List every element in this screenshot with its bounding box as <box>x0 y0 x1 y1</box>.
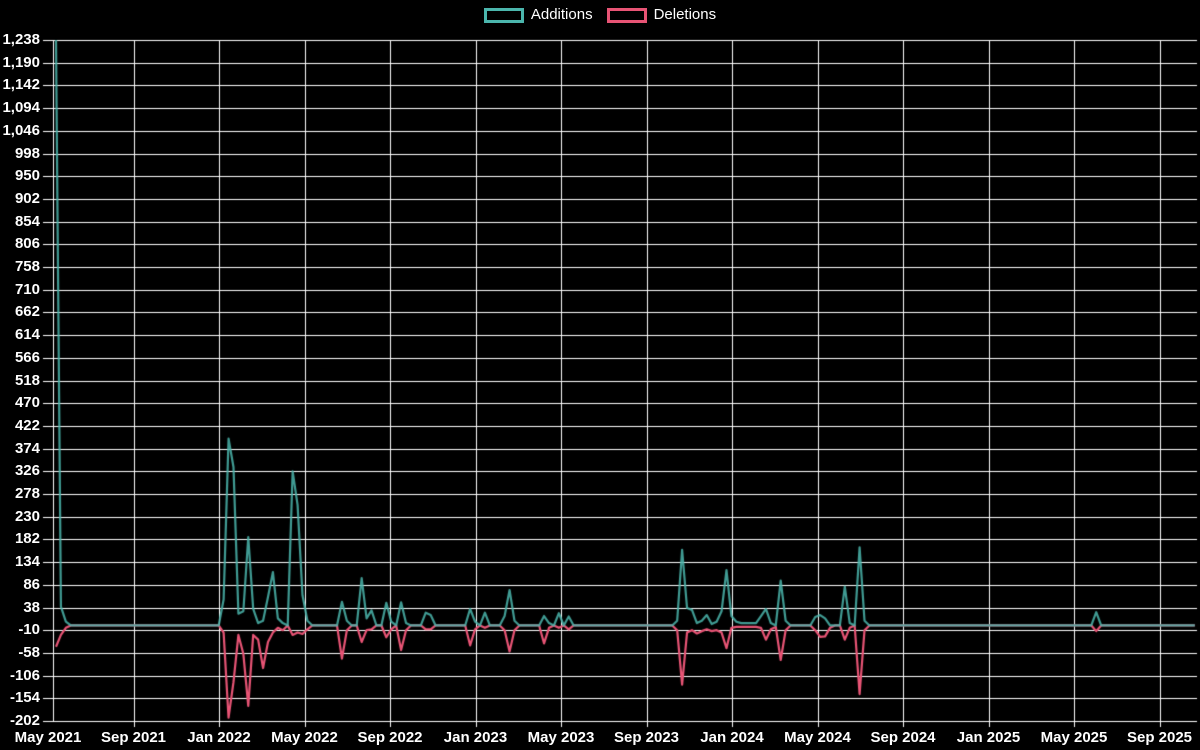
x-tick-label: Sep 2024 <box>870 729 936 746</box>
deletions-swatch-icon <box>606 7 647 23</box>
y-tick-label: 758 <box>14 258 40 275</box>
legend-item-additions[interactable]: Additions <box>483 6 593 24</box>
y-tick-label: 662 <box>14 303 40 321</box>
y-tick-label: -10 <box>18 621 40 639</box>
x-tick-label: May 2025 <box>1040 729 1108 746</box>
x-tick-label: May 2023 <box>527 729 595 746</box>
x-tick-label: Sep 2021 <box>100 729 167 746</box>
y-tick-label: 1,046 <box>2 121 40 139</box>
y-tick-label: 278 <box>14 485 40 502</box>
legend-item-deletions[interactable]: Deletions <box>606 6 717 24</box>
y-tick-label: 38 <box>23 598 40 616</box>
legend-label-deletions: Deletions <box>653 6 717 23</box>
y-tick-label: 1,190 <box>2 53 40 71</box>
x-tick-label: Jan 2024 <box>700 729 764 746</box>
x-tick-label: Jan 2022 <box>187 729 251 746</box>
additions-swatch-icon <box>483 7 524 23</box>
y-tick-label: 854 <box>14 212 40 230</box>
y-tick-label: 86 <box>23 575 40 593</box>
y-tick-label: 950 <box>14 167 40 185</box>
y-tick-label: 1,238 <box>2 31 40 48</box>
legend-label-additions: Additions <box>530 6 593 23</box>
y-tick-label: 326 <box>14 462 40 480</box>
y-tick-label: 998 <box>14 144 40 162</box>
y-tick-label: 422 <box>14 416 40 434</box>
x-tick-label: Jan 2023 <box>443 729 508 746</box>
y-tick-label: -154 <box>9 689 40 707</box>
x-tick-label: Sep 2025 <box>1126 729 1193 746</box>
x-tick-label: May 2021 <box>14 729 82 746</box>
y-tick-label: 374 <box>14 439 40 457</box>
y-tick-label: 902 <box>14 189 40 207</box>
y-tick-label: 1,094 <box>2 99 40 117</box>
y-tick-label: 182 <box>14 530 40 548</box>
x-tick-label: May 2022 <box>271 729 338 746</box>
y-tick-label: 806 <box>14 235 40 253</box>
x-tick-label: Sep 2023 <box>613 729 680 746</box>
y-tick-label: 134 <box>14 553 40 571</box>
x-tick-label: May 2024 <box>784 729 851 746</box>
y-tick-label: 614 <box>14 326 40 344</box>
y-tick-label: 470 <box>14 394 40 412</box>
y-tick-label: -58 <box>18 643 40 661</box>
y-tick-label: 1,142 <box>2 76 40 94</box>
y-tick-label: 518 <box>14 371 40 389</box>
y-tick-label: -106 <box>9 666 40 684</box>
x-tick-label: Sep 2022 <box>357 729 423 746</box>
y-tick-label: -202 <box>9 712 40 729</box>
y-tick-label: 230 <box>14 507 40 525</box>
y-tick-label: 566 <box>14 348 40 366</box>
y-tick-label: 710 <box>14 280 40 298</box>
chart-legend: Additions Deletions <box>0 6 1200 24</box>
x-tick-label: Jan 2025 <box>956 729 1021 746</box>
